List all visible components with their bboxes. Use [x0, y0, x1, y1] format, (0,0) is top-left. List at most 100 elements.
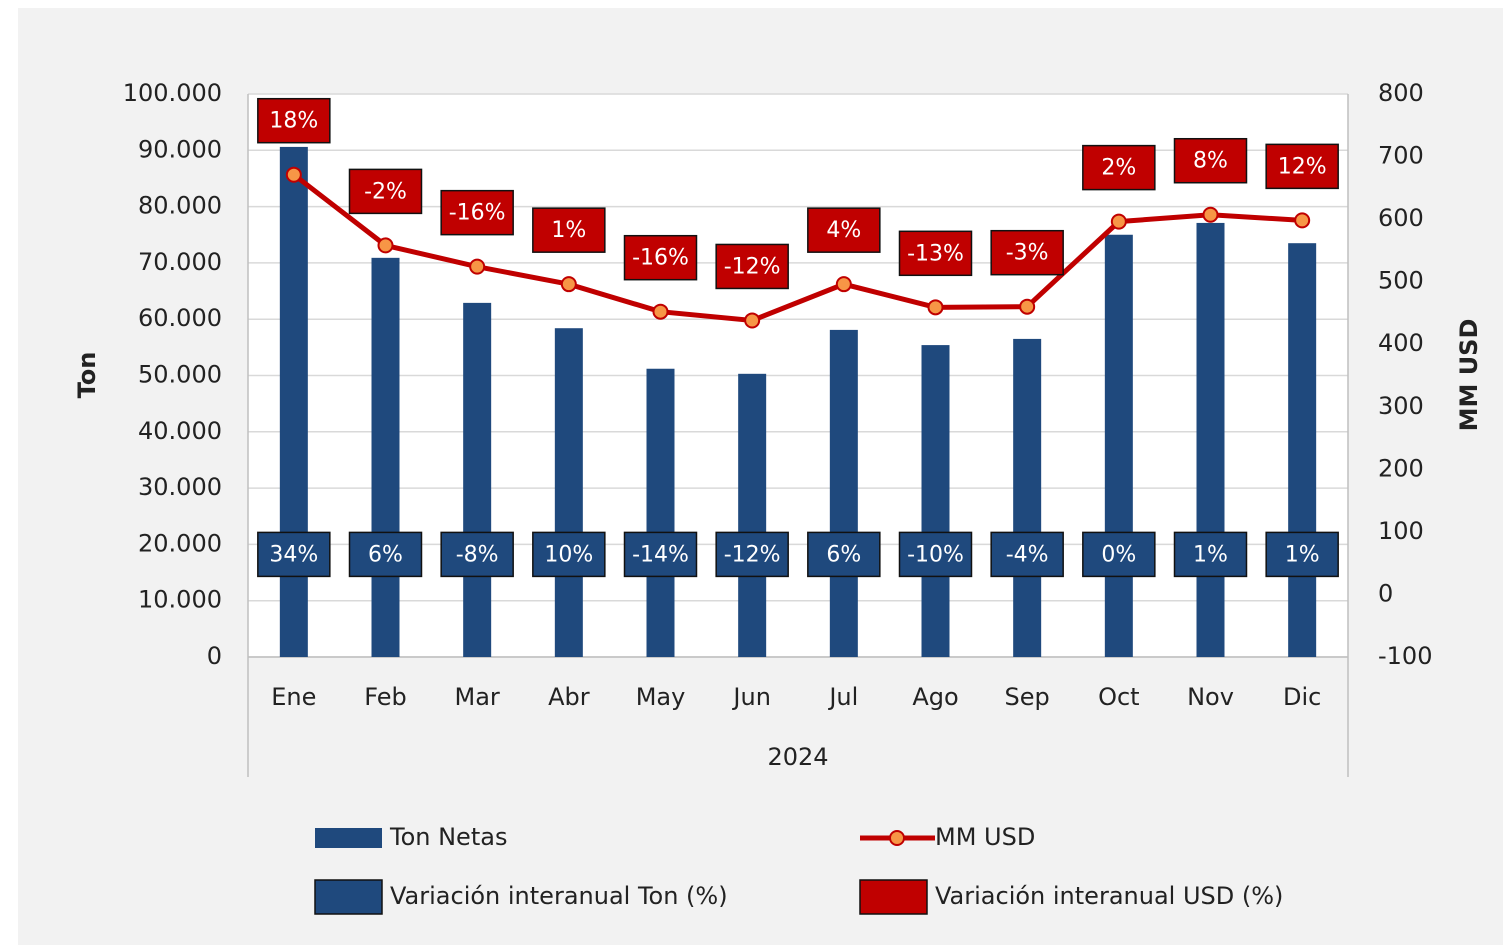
line-marker: [1202, 206, 1219, 223]
value-label-box: [1173, 137, 1248, 184]
x-tick-label: Ago: [912, 683, 958, 711]
y-tick-label: 80.000: [138, 192, 222, 220]
y-tick-label: 20.000: [138, 529, 222, 557]
value-label-box: [1082, 144, 1156, 191]
x-tick-label: Jul: [827, 683, 858, 711]
line-marker: [377, 237, 394, 254]
value-label-box: [257, 531, 331, 578]
value-label-box: [532, 207, 606, 253]
line-marker: [1019, 298, 1036, 315]
x-tick-label: May: [636, 683, 686, 711]
bar: [279, 146, 308, 657]
line-marker: [1110, 213, 1127, 230]
x-tick-label: Dic: [1283, 683, 1321, 711]
y-tick-label: 90.000: [138, 135, 222, 163]
bar: [829, 329, 858, 657]
line-marker: [560, 276, 577, 293]
y-tick-label: 50.000: [138, 361, 222, 389]
x-tick-label: Nov: [1187, 683, 1234, 711]
y-tick-label: 0: [207, 642, 222, 670]
value-label-box: [348, 168, 423, 215]
value-label: -4%: [1006, 542, 1049, 567]
value-label-box: [1265, 143, 1339, 190]
value-label-box: [807, 531, 881, 578]
legend-swatch: [314, 879, 383, 915]
line-marker: [1294, 212, 1311, 229]
value-label: -14%: [632, 542, 689, 567]
value-label-box: [1082, 531, 1156, 578]
x-tick-label: Mar: [455, 683, 500, 711]
value-label-box: [1265, 531, 1339, 578]
y2-tick-label: 100: [1378, 517, 1424, 545]
legend-swatch: [859, 879, 928, 915]
bar: [921, 345, 950, 657]
x-tick-label: Jun: [731, 683, 771, 711]
value-label-box: [440, 531, 514, 578]
value-label: -2%: [364, 179, 407, 204]
x-tick-label: Oct: [1098, 683, 1140, 711]
value-label-box: [532, 531, 606, 578]
line-marker: [744, 312, 761, 329]
y-tick-label: 30.000: [138, 473, 222, 501]
value-label: -16%: [632, 246, 689, 271]
value-label-box: [257, 97, 331, 144]
bar: [1196, 222, 1225, 657]
value-label: -3%: [1006, 241, 1049, 266]
value-label: 8%: [1193, 149, 1228, 174]
y-tick-label: 40.000: [138, 417, 222, 445]
value-label-box: [715, 243, 789, 290]
bar: [1288, 243, 1317, 657]
line-marker: [469, 258, 486, 275]
value-label: 4%: [826, 218, 861, 243]
line-marker: [285, 166, 302, 183]
y2-tick-label: 700: [1378, 142, 1424, 170]
bar: [1013, 338, 1042, 657]
y-tick-label: 10.000: [138, 586, 222, 614]
value-label: 6%: [368, 542, 403, 567]
value-label: -12%: [724, 254, 781, 279]
legend-swatch: [315, 828, 382, 848]
bar: [554, 328, 583, 657]
y2-tick-label: 400: [1378, 329, 1424, 357]
value-label-box: [1173, 531, 1248, 578]
y2-tick-label: 0: [1378, 579, 1393, 607]
legend-label: MM USD: [935, 823, 1035, 851]
y-tick-label: 70.000: [138, 248, 222, 276]
value-label: 18%: [269, 109, 318, 134]
value-label-box: [623, 531, 698, 578]
bar: [646, 368, 675, 657]
x-group-label: 2024: [767, 743, 828, 771]
y-axis-title: Ton: [73, 352, 101, 399]
y2-tick-label: 600: [1378, 204, 1424, 232]
value-label-box: [990, 229, 1064, 276]
y2-tick-label: 500: [1378, 267, 1424, 295]
x-tick-label: Sep: [1005, 683, 1050, 711]
value-label-box: [348, 531, 423, 578]
value-label: 10%: [544, 542, 593, 567]
value-label-box: [440, 189, 514, 236]
legend-swatch: [889, 830, 905, 846]
value-label: 1%: [1193, 542, 1228, 567]
value-label: -8%: [456, 542, 499, 567]
bar: [463, 302, 492, 657]
value-label: 0%: [1101, 542, 1136, 567]
value-label: 12%: [1278, 154, 1327, 179]
value-label: 1%: [551, 218, 586, 243]
x-tick-label: Abr: [548, 683, 590, 711]
bar: [1104, 234, 1133, 657]
value-label-box: [807, 207, 881, 253]
value-label-box: [990, 531, 1064, 578]
value-label: -10%: [907, 542, 964, 567]
value-label: 34%: [269, 542, 318, 567]
y2-tick-label: 300: [1378, 392, 1424, 420]
value-label: -13%: [907, 241, 964, 266]
y2-tick-label: 800: [1378, 79, 1424, 107]
line-marker: [927, 299, 944, 316]
line: [292, 172, 1303, 323]
y-tick-label: 60.000: [138, 304, 222, 332]
x-tick-label: Ene: [271, 683, 316, 711]
legend-label: Ton Netas: [389, 823, 507, 851]
value-label: -16%: [449, 201, 506, 226]
